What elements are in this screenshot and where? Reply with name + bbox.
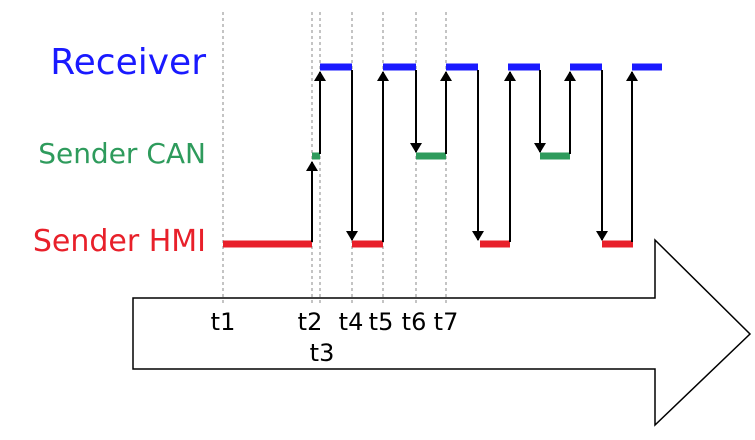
message-arrows: [306, 70, 638, 242]
time-label: t5: [369, 308, 394, 336]
time-label: t7: [434, 308, 459, 336]
time-label: t3: [310, 339, 335, 367]
lane-label: Receiver: [50, 42, 206, 83]
time-label: t6: [402, 308, 427, 336]
time-arrow: [132, 238, 752, 427]
time-label: t4: [339, 308, 364, 336]
time-guides: [222, 12, 447, 305]
time-label: t1: [211, 308, 236, 336]
lane-label: Sender HMI: [33, 224, 206, 259]
lane-label: Sender CAN: [38, 137, 206, 170]
time-label: t2: [298, 308, 323, 336]
